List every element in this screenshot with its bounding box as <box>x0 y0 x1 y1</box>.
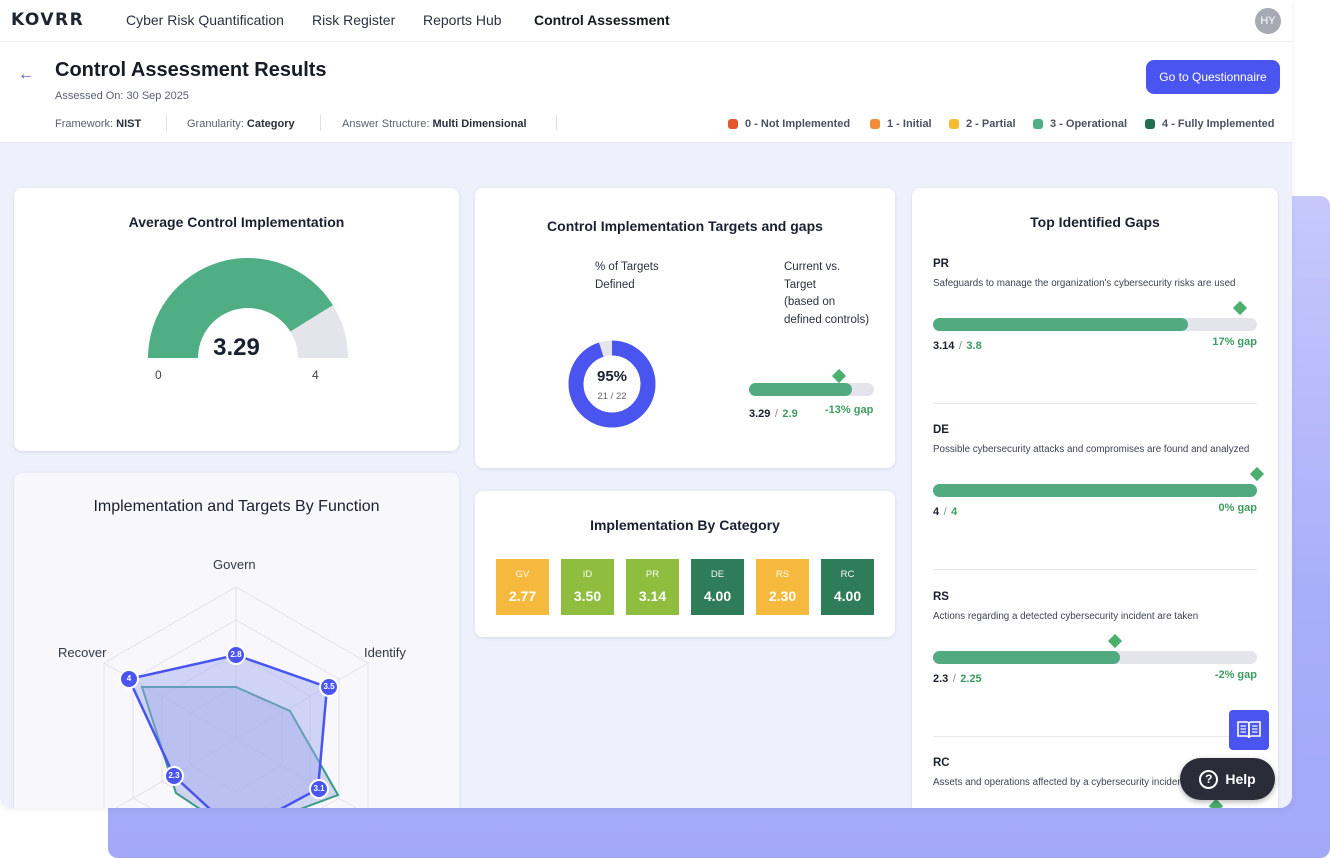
page-title: Control Assessment Results <box>55 59 327 81</box>
radar-point-protect <box>309 779 329 799</box>
category-tile-id[interactable]: ID 3.50 <box>561 559 614 615</box>
answer-structure-meta: Answer Structure: Multi Dimensional <box>342 118 527 130</box>
radar-point-label: 3.5 <box>323 682 335 691</box>
category-tile-pr[interactable]: PR 3.14 <box>626 559 679 615</box>
card-title: Average Control Implementation <box>128 214 345 230</box>
gap-bar <box>933 651 1257 664</box>
pct-targets-label: % of Targets Defined <box>595 261 659 291</box>
radar-chart <box>103 586 369 808</box>
radar-point-govern <box>226 645 246 665</box>
gap-item-rc[interactable]: RC Assets and operations affected by a c… <box>933 757 1257 808</box>
donut-fill <box>568 340 656 428</box>
gap-item-pr[interactable]: PR Safeguards to manage the organization… <box>933 258 1257 352</box>
radar-target-area <box>140 686 340 808</box>
radar-point-recover <box>119 669 139 689</box>
gauge-fill <box>148 258 333 358</box>
nav-risk-register[interactable]: Risk Register <box>312 12 396 28</box>
target-marker <box>1208 798 1224 808</box>
assessed-date: Assessed On: 30 Sep 2025 <box>55 90 189 102</box>
targets-donut-chart <box>568 340 656 428</box>
axis-label-recover: Recover <box>58 645 107 660</box>
gap-bar-fill <box>933 651 1120 664</box>
divider <box>556 115 557 131</box>
radar-current-area <box>127 653 329 808</box>
category-card: Implementation By Category GV 2.77 ID 3.… <box>475 491 895 637</box>
current-bar-fill <box>749 383 852 396</box>
nav-control-assessment[interactable]: Control Assessment <box>534 12 670 28</box>
radar-point-label: 2.3 <box>168 771 180 780</box>
card-title: Control Implementation Targets and gaps <box>547 218 823 234</box>
gap-bar-fill <box>933 318 1188 331</box>
legend-dot <box>949 119 959 129</box>
axis-label-govern: Govern <box>213 557 256 572</box>
divider <box>933 569 1257 570</box>
legend-dot <box>870 119 880 129</box>
radar-point-label: 3.1 <box>313 784 325 793</box>
card-title: Implementation By Category <box>590 517 780 533</box>
legend-item-operational: 3 - Operational <box>1033 118 1127 130</box>
category-tile-de[interactable]: DE 4.00 <box>691 559 744 615</box>
current-vs-target-label: Current vs. Target (based on defined con… <box>784 261 870 326</box>
card-title: Top Identified Gaps <box>1030 214 1160 230</box>
nav-reports-hub[interactable]: Reports Hub <box>423 12 502 28</box>
gap-value: -13% gap <box>825 404 874 416</box>
go-to-questionnaire-button[interactable]: Go to Questionnaire <box>1146 60 1280 94</box>
legend-item-fully-implemented: 4 - Fully Implemented <box>1145 118 1274 130</box>
donut-fraction: 21 / 22 <box>597 391 627 402</box>
divider <box>933 736 1257 737</box>
radar-card: Implementation and Targets By Function G… <box>14 473 459 808</box>
radar-point-label: 4 <box>126 674 132 683</box>
target-marker <box>831 368 847 384</box>
radar-points <box>119 645 339 799</box>
target-marker <box>1107 633 1123 649</box>
granularity-meta: Granularity: Category <box>187 118 295 130</box>
back-arrow-icon[interactable]: ← <box>18 66 34 83</box>
framework-meta: Framework: NIST <box>55 118 142 130</box>
gauge-max-label: 4 <box>312 368 319 382</box>
logo[interactable]: KOVRR <box>11 10 85 30</box>
gap-item-de[interactable]: DE Possible cybersecurity attacks and co… <box>933 424 1265 524</box>
targets-gaps-card: Control Implementation Targets and gaps … <box>475 188 895 468</box>
category-tile-rc[interactable]: RC 4.00 <box>821 559 874 615</box>
target-marker <box>1232 300 1248 316</box>
category-tile-gv[interactable]: GV 2.77 <box>496 559 549 615</box>
top-gaps-card: Top Identified Gaps PR Safeguards to man… <box>912 188 1278 808</box>
gauge-min-label: 0 <box>155 368 162 382</box>
legend-dot <box>728 119 738 129</box>
gauge-chart <box>148 258 348 358</box>
gap-item-rs[interactable]: RS Actions regarding a detected cybersec… <box>933 591 1257 685</box>
help-button[interactable]: ? Help <box>1180 758 1275 800</box>
nav-cyber-risk-quantification[interactable]: Cyber Risk Quantification <box>126 12 284 28</box>
axis-label-identify: Identify <box>364 645 406 660</box>
radar-point-label: 2.8 <box>230 650 242 659</box>
card-title: Implementation and Targets By Function <box>93 498 380 515</box>
book-icon[interactable] <box>1229 710 1269 750</box>
category-tile-rs[interactable]: RS 2.30 <box>756 559 809 615</box>
legend-item-initial: 1 - Initial <box>870 118 932 130</box>
average-implementation-card: Average Control Implementation 3.29 0 4 <box>14 188 459 451</box>
radar-point-respond <box>164 766 184 786</box>
current-target-values: 3.29 / 2.9 <box>749 408 798 420</box>
gap-bar <box>933 484 1257 497</box>
donut-percent: 95% <box>596 368 628 385</box>
legend-dot <box>1145 119 1155 129</box>
legend-dot <box>1033 119 1043 129</box>
avatar[interactable]: HY <box>1255 8 1281 34</box>
book-icon-svg <box>1237 721 1261 739</box>
divider <box>166 115 167 131</box>
radar-point-identify <box>319 677 339 697</box>
app-window: KOVRR Cyber Risk Quantification Risk Reg… <box>0 0 1292 808</box>
divider <box>320 115 321 131</box>
gap-bar-fill <box>933 484 1257 497</box>
gauge-value: 3.29 <box>213 334 260 361</box>
top-nav: KOVRR Cyber Risk Quantification Risk Reg… <box>0 0 1292 42</box>
target-marker <box>1249 466 1265 482</box>
help-icon: ? <box>1199 769 1219 789</box>
current-vs-target-bar <box>749 383 874 396</box>
gap-bar <box>933 318 1257 331</box>
divider <box>933 403 1257 404</box>
legend-item-partial: 2 - Partial <box>949 118 1016 130</box>
page-header: ← Control Assessment Results Assessed On… <box>0 42 1292 143</box>
legend-item-not-implemented: 0 - Not Implemented <box>728 118 850 130</box>
